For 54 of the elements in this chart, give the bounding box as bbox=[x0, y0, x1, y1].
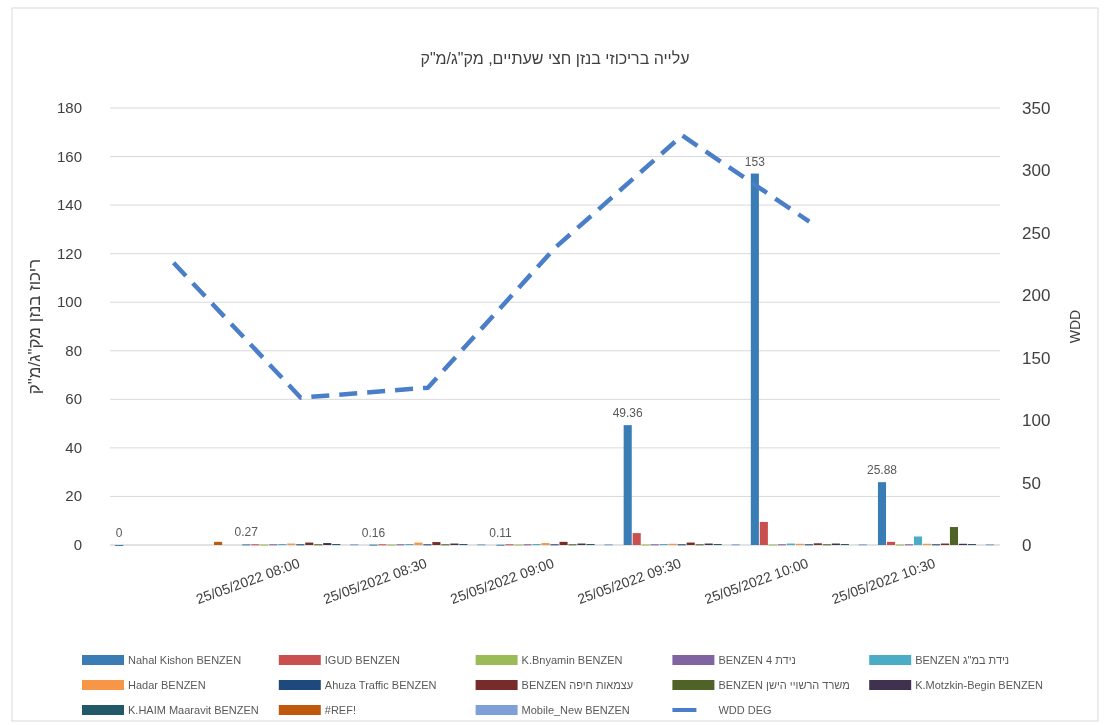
y-tick-label: 140 bbox=[56, 196, 82, 214]
legend-label: IGUD BENZEN bbox=[324, 654, 401, 666]
bar bbox=[949, 527, 959, 545]
bar bbox=[559, 541, 568, 545]
legend-label: BENZEN נידת 4 bbox=[718, 654, 796, 666]
y-axis-title: ריכוז בנזן מק"ג/מ"ק bbox=[25, 258, 44, 395]
bar bbox=[432, 542, 441, 545]
legend-label: BENZEN משרד הרשויי הישן bbox=[718, 679, 850, 691]
y2-tick-label: 350 bbox=[1022, 99, 1051, 118]
bar bbox=[877, 482, 887, 545]
data-label: 0.27 bbox=[234, 525, 259, 540]
data-label: 0.16 bbox=[361, 525, 386, 540]
legend-label: BENZEN עצמאות חיפה bbox=[521, 679, 634, 691]
bar bbox=[913, 536, 923, 545]
y2-tick-label: 300 bbox=[1022, 161, 1051, 181]
y2-tick-label: 200 bbox=[1022, 286, 1051, 306]
y-tick-label: 80 bbox=[65, 341, 82, 359]
y2-tick-label: 50 bbox=[1022, 473, 1041, 493]
data-label: 0 bbox=[115, 526, 123, 540]
chart-title: עלייה בריכוזי בנזן חצי שעתיים, מק"ג/מ"ק bbox=[420, 50, 690, 67]
data-label: 153 bbox=[744, 154, 766, 169]
bar bbox=[214, 541, 223, 545]
legend-label: #REF! bbox=[324, 704, 356, 716]
y2-tick-label: 0 bbox=[1022, 536, 1032, 555]
legend-label: K.Motzkin-Begin BENZEN bbox=[915, 679, 1044, 691]
y-tick-label: 160 bbox=[56, 147, 82, 165]
legend-label: BENZEN נידת במ"ג bbox=[915, 654, 1010, 666]
bar bbox=[623, 425, 632, 545]
y2-tick-label: 150 bbox=[1022, 348, 1051, 368]
y2-axis-title: WDD bbox=[1067, 309, 1083, 344]
legend-label: WDD DEG bbox=[718, 704, 772, 716]
y-tick-label: 20 bbox=[65, 487, 82, 505]
bar bbox=[632, 533, 641, 545]
data-label: 49.36 bbox=[612, 406, 644, 421]
bar bbox=[759, 521, 768, 545]
legend-label: K.Bnyamin BENZEN bbox=[521, 654, 623, 666]
legend-label: Nahal Kishon BENZEN bbox=[128, 654, 242, 666]
legend-label: Mobile_New BENZEN bbox=[521, 704, 630, 716]
legend-label: Hadar BENZEN bbox=[128, 679, 206, 691]
bar bbox=[750, 173, 759, 545]
data-label: 25.88 bbox=[866, 463, 898, 478]
y-tick-label: 0 bbox=[73, 536, 82, 553]
y-tick-label: 40 bbox=[65, 438, 82, 456]
y2-tick-label: 100 bbox=[1022, 411, 1051, 431]
line-series bbox=[171, 133, 812, 400]
y-tick-label: 100 bbox=[56, 293, 82, 311]
y-tick-label: 120 bbox=[56, 244, 82, 262]
y-tick-label: 180 bbox=[56, 99, 82, 116]
y-tick-label: 60 bbox=[65, 390, 82, 408]
legend-label: Ahuza Traffic BENZEN bbox=[324, 679, 437, 691]
data-label: 0.11 bbox=[489, 525, 513, 540]
y2-tick-label: 250 bbox=[1022, 223, 1051, 243]
bar bbox=[886, 541, 896, 545]
legend-label: K.HAIM Maaravit BENZEN bbox=[128, 704, 259, 716]
